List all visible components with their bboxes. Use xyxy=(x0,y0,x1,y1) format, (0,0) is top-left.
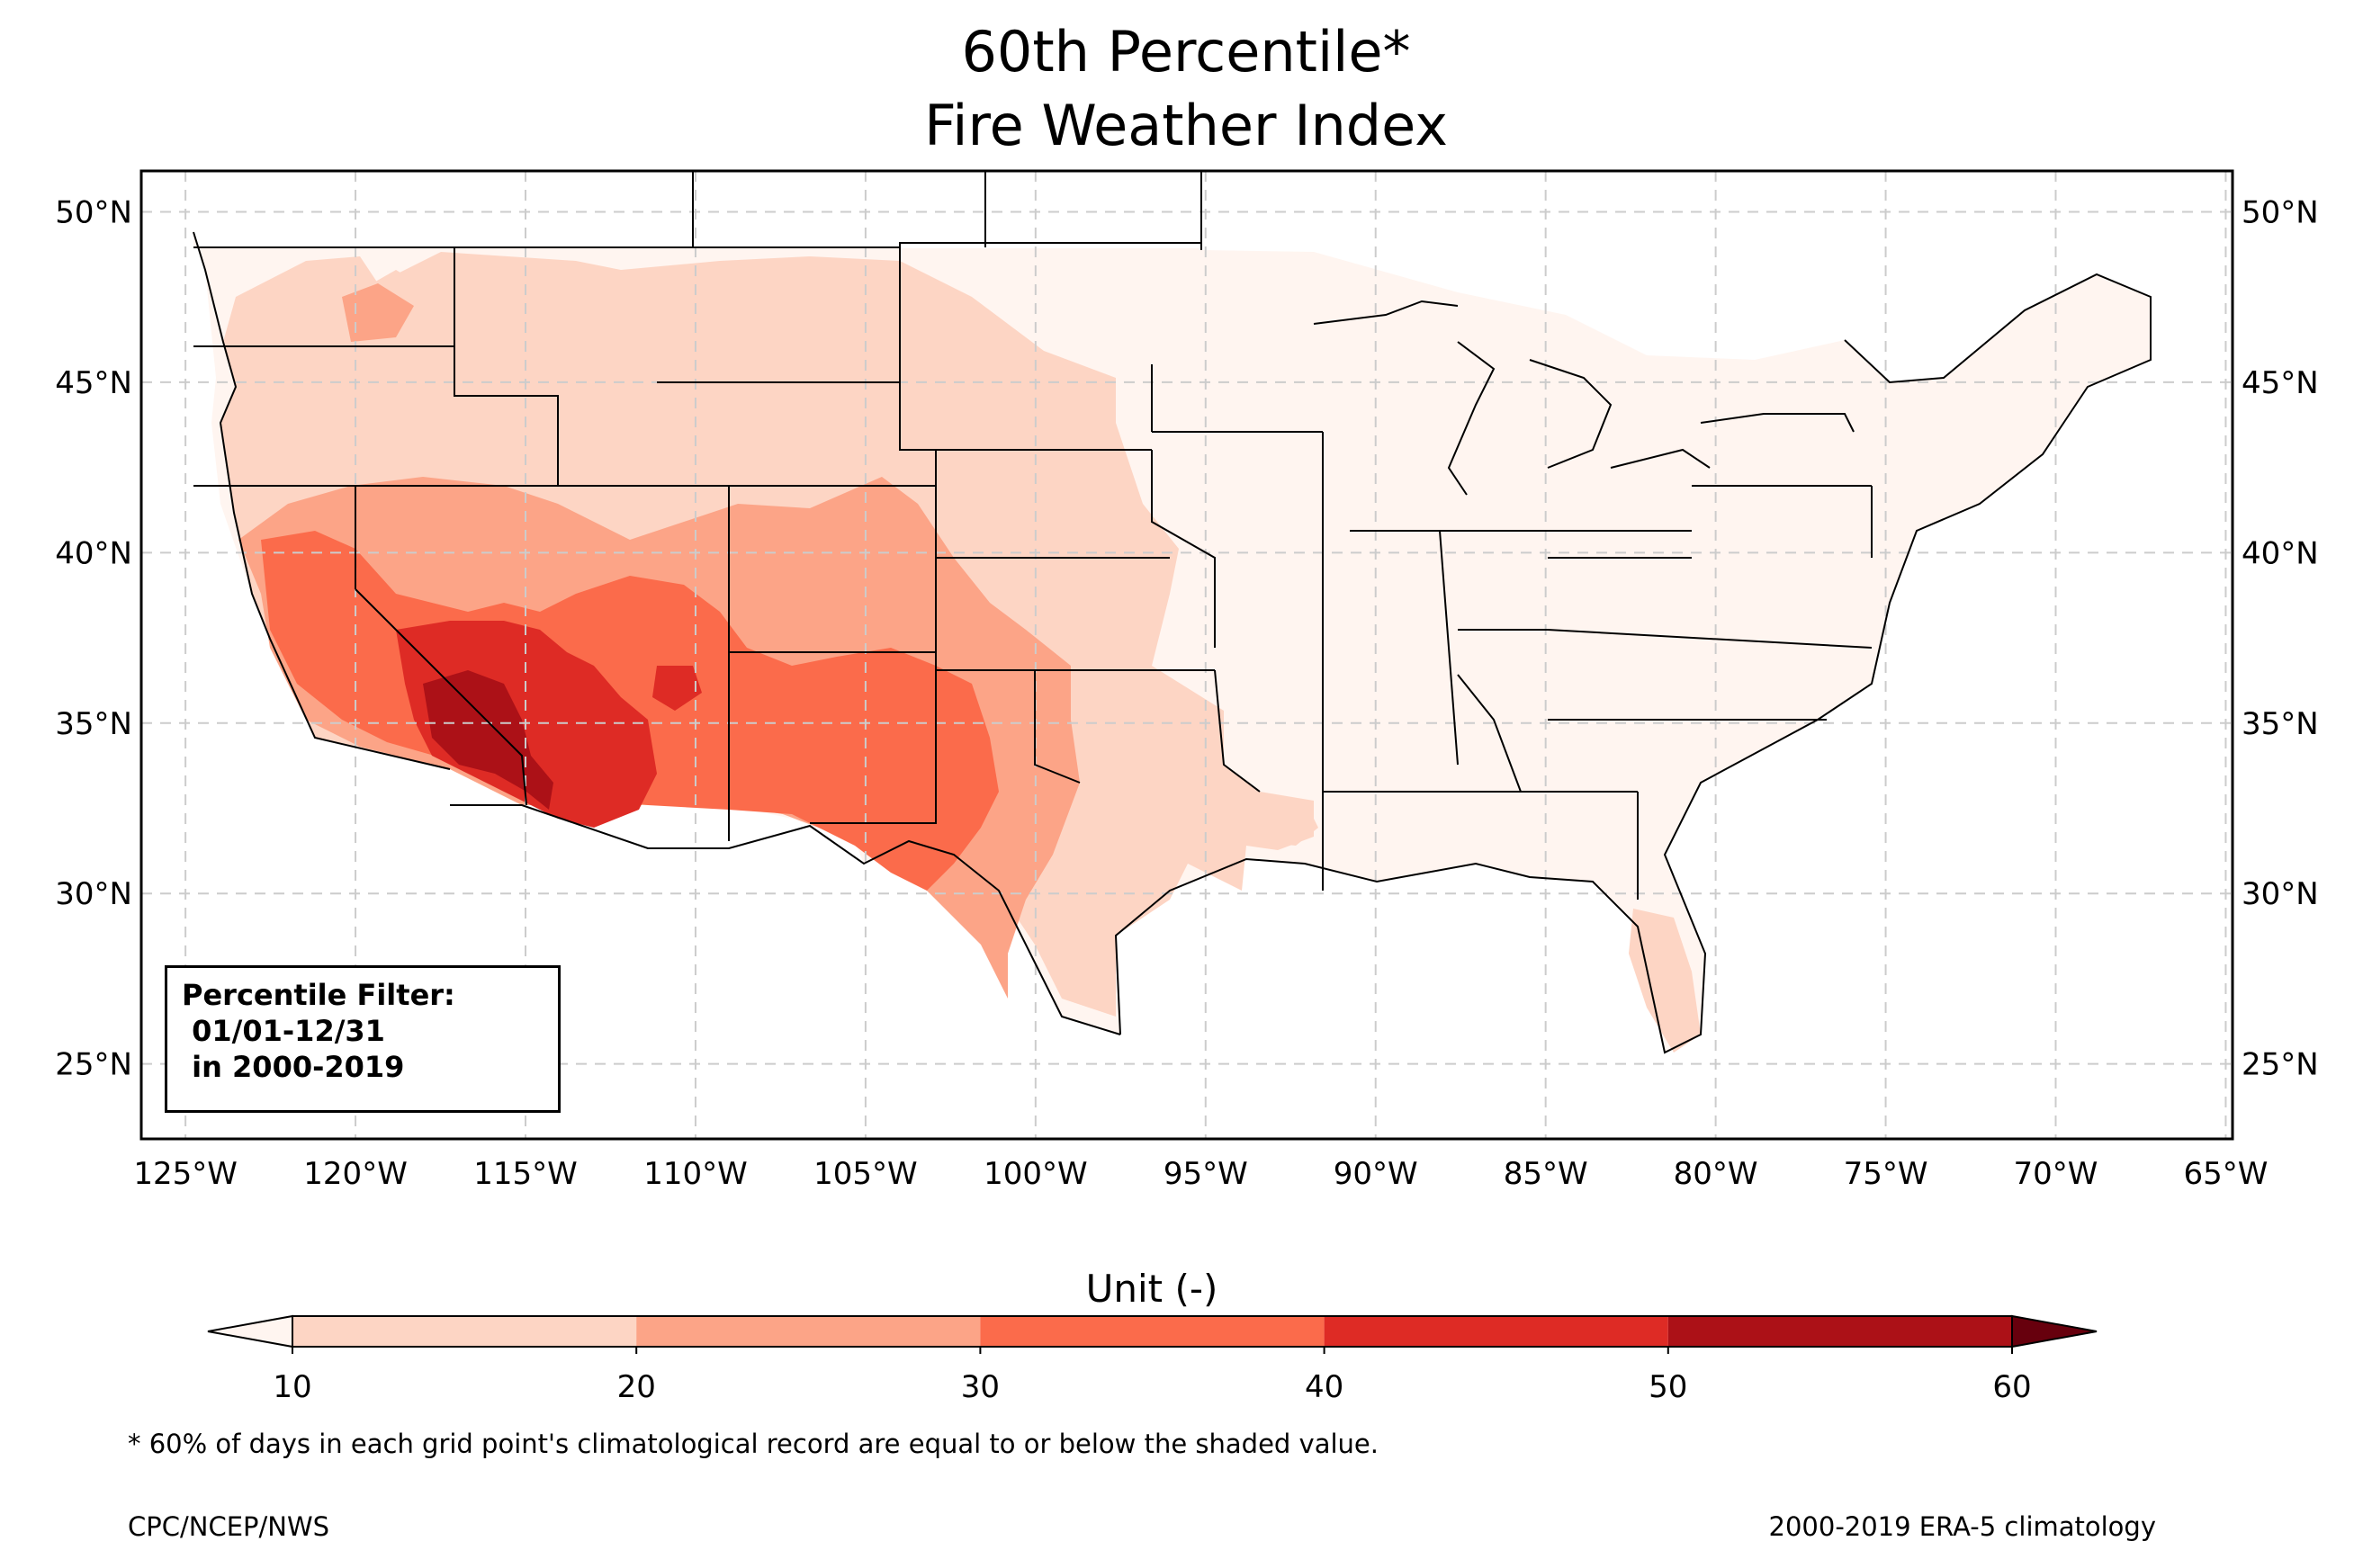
colorbar-bins xyxy=(292,1316,2012,1347)
lon-label: 65°W xyxy=(2183,1156,2268,1192)
lat-label-left: 40°N xyxy=(55,535,132,571)
lat-label-right: 25°N xyxy=(2242,1047,2319,1083)
lat-label-left: 25°N xyxy=(55,1047,132,1083)
great-lakes-outline xyxy=(1313,300,1855,496)
coastline-west xyxy=(193,231,451,770)
region-louisiana-10-20 xyxy=(1246,801,1318,846)
lat-label-left: 30°N xyxy=(55,876,132,912)
coastline-gulf xyxy=(1114,273,2152,1054)
lon-label: 95°W xyxy=(1164,1156,1248,1192)
region-nm-spot-40-50 xyxy=(652,666,702,711)
colorbar-under-triangle xyxy=(207,1314,293,1348)
lon-label: 115°W xyxy=(473,1156,578,1192)
percentile-filter-box: Percentile Filter: 01/01-12/31 in 2000-2… xyxy=(165,965,561,1113)
colorbar-over-triangle xyxy=(2011,1314,2098,1348)
footnote: * 60% of days in each grid point's clima… xyxy=(128,1429,1379,1459)
lon-label: 85°W xyxy=(1504,1156,1588,1192)
lat-label-left: 50°N xyxy=(55,194,132,230)
colorbar-ticks: 10 20 30 40 50 60 xyxy=(273,1347,2032,1405)
lon-label: 100°W xyxy=(984,1156,1088,1192)
map-frame xyxy=(139,169,2234,1141)
lat-label-right: 35°N xyxy=(2242,706,2319,742)
region-florida-10-20 xyxy=(1629,909,1701,1053)
lat-label-right: 40°N xyxy=(2242,535,2319,571)
lon-label: 70°W xyxy=(2014,1156,2098,1192)
lon-label: 125°W xyxy=(133,1156,238,1192)
colorbar: 10 20 30 40 50 60 xyxy=(207,1314,2098,1405)
credit-right: 2000-2019 ERA-5 climatology xyxy=(1768,1511,2156,1542)
colorbar-tick-label: 60 xyxy=(1992,1369,2031,1405)
map-title-line1: 60th Percentile* xyxy=(961,19,1411,85)
lat-label-right: 50°N xyxy=(2242,194,2319,230)
colorbar-tick-label: 20 xyxy=(617,1369,656,1405)
colorbar-bin xyxy=(292,1316,637,1347)
lon-labels: 125°W 120°W 115°W 110°W 105°W 100°W 95°W 90°W 85… xyxy=(133,1156,2268,1192)
boundaries xyxy=(193,171,2152,1054)
colorbar-bin xyxy=(1667,1316,2012,1347)
colorbar-unit-label: Unit (-) xyxy=(1085,1267,1218,1311)
colorbar-outline xyxy=(292,1315,2013,1348)
colorbar-bin xyxy=(980,1316,1325,1347)
lat-labels-right: 50°N 45°N 40°N 35°N 30°N 25°N xyxy=(2242,194,2319,1082)
lon-label: 75°W xyxy=(1844,1156,1928,1192)
lat-labels-left: 50°N 45°N 40°N 35°N 30°N 25°N xyxy=(55,194,132,1082)
border-mexico xyxy=(450,804,1121,1035)
credit-left: CPC/NCEP/NWS xyxy=(128,1511,330,1542)
region-idaho-spot-20-30 xyxy=(342,283,414,342)
region-colorado-river-core xyxy=(423,670,553,810)
lat-label-right: 45°N xyxy=(2242,365,2319,401)
colorbar-tick-label: 30 xyxy=(961,1369,1000,1405)
map-title-line2: Fire Weather Index xyxy=(924,93,1448,158)
colorbar-bin xyxy=(1324,1316,1668,1347)
lat-label-left: 35°N xyxy=(55,706,132,742)
colorbar-tick-label: 40 xyxy=(1305,1369,1343,1405)
lat-label-left: 45°N xyxy=(55,365,132,401)
border-canada xyxy=(193,242,1202,250)
colorbar-tick-label: 50 xyxy=(1649,1369,1687,1405)
lat-label-right: 30°N xyxy=(2242,876,2319,912)
lon-label: 105°W xyxy=(813,1156,918,1192)
lon-label: 120°W xyxy=(303,1156,408,1192)
colorbar-bin xyxy=(636,1316,981,1347)
lon-label: 80°W xyxy=(1674,1156,1758,1192)
map-content xyxy=(193,232,2151,1053)
lon-label: 110°W xyxy=(643,1156,748,1192)
border-canada-vertical xyxy=(692,171,1202,247)
colorbar-tick-label: 10 xyxy=(273,1369,311,1405)
lon-label: 90°W xyxy=(1334,1156,1418,1192)
state-lines xyxy=(193,247,1873,900)
